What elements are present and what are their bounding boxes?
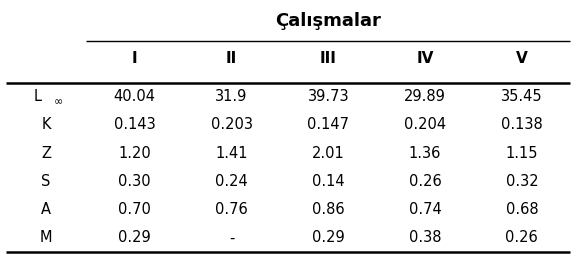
Text: 0.30: 0.30 bbox=[119, 174, 151, 189]
Text: A: A bbox=[41, 202, 51, 217]
Text: 39.73: 39.73 bbox=[308, 89, 349, 104]
Text: 0.138: 0.138 bbox=[501, 117, 543, 132]
Text: 0.14: 0.14 bbox=[312, 174, 344, 189]
Text: K: K bbox=[41, 117, 51, 132]
Text: 31.9: 31.9 bbox=[215, 89, 248, 104]
Text: 1.15: 1.15 bbox=[506, 146, 538, 161]
Text: 1.41: 1.41 bbox=[215, 146, 248, 161]
Text: 0.143: 0.143 bbox=[114, 117, 156, 132]
Text: IV: IV bbox=[416, 51, 434, 67]
Text: 0.38: 0.38 bbox=[409, 230, 441, 245]
Text: 40.04: 40.04 bbox=[114, 89, 156, 104]
Text: 0.86: 0.86 bbox=[312, 202, 344, 217]
Text: Çalışmalar: Çalışmalar bbox=[275, 12, 381, 30]
Text: 0.76: 0.76 bbox=[215, 202, 248, 217]
Text: 0.68: 0.68 bbox=[506, 202, 538, 217]
Text: III: III bbox=[320, 51, 337, 67]
Text: L: L bbox=[33, 89, 41, 104]
Text: Z: Z bbox=[41, 146, 51, 161]
Text: 2.01: 2.01 bbox=[312, 146, 344, 161]
Text: M: M bbox=[40, 230, 52, 245]
Text: 0.32: 0.32 bbox=[506, 174, 538, 189]
Text: ∞: ∞ bbox=[54, 97, 63, 107]
Text: II: II bbox=[226, 51, 237, 67]
Text: 1.36: 1.36 bbox=[409, 146, 441, 161]
Text: 35.45: 35.45 bbox=[501, 89, 543, 104]
Text: 0.74: 0.74 bbox=[409, 202, 441, 217]
Text: 0.26: 0.26 bbox=[506, 230, 538, 245]
Text: I: I bbox=[132, 51, 138, 67]
Text: 0.24: 0.24 bbox=[215, 174, 248, 189]
Text: 0.26: 0.26 bbox=[409, 174, 441, 189]
Text: 0.29: 0.29 bbox=[312, 230, 344, 245]
Text: 0.147: 0.147 bbox=[308, 117, 349, 132]
Text: 29.89: 29.89 bbox=[404, 89, 446, 104]
Text: V: V bbox=[516, 51, 528, 67]
Text: 0.203: 0.203 bbox=[211, 117, 252, 132]
Text: 0.70: 0.70 bbox=[118, 202, 151, 217]
Text: S: S bbox=[41, 174, 51, 189]
Text: -: - bbox=[229, 230, 234, 245]
Text: 0.204: 0.204 bbox=[404, 117, 446, 132]
Text: 1.20: 1.20 bbox=[119, 146, 151, 161]
Text: 0.29: 0.29 bbox=[119, 230, 151, 245]
